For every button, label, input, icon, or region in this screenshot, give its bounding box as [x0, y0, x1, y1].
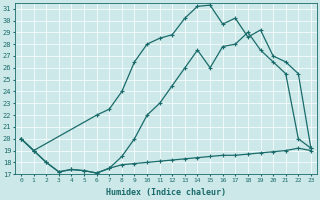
X-axis label: Humidex (Indice chaleur): Humidex (Indice chaleur)	[106, 188, 226, 197]
